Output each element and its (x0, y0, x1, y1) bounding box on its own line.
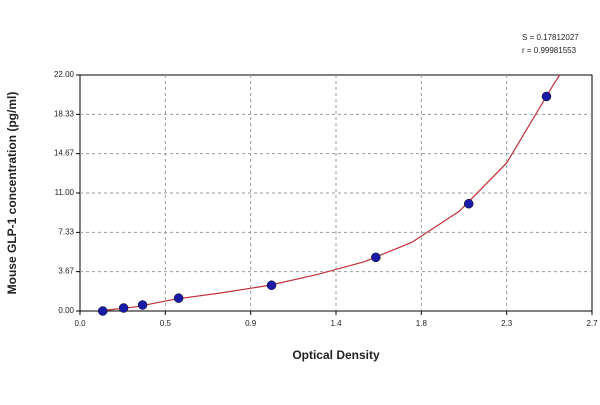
x-tick-label: 2.3 (501, 319, 513, 328)
data-point (98, 306, 108, 316)
data-point (541, 91, 552, 102)
y-tick-label: 11.00 (55, 188, 75, 197)
x-tick-label: 1.4 (330, 319, 342, 328)
data-point (463, 198, 474, 209)
x-tick-label: 2.7 (586, 319, 598, 328)
annotation: S = 0.17812027 (522, 33, 579, 42)
y-tick-label: 7.33 (58, 227, 74, 236)
data-point (371, 252, 381, 263)
y-tick-label: 0.00 (58, 306, 74, 315)
data-point (266, 280, 277, 291)
x-tick-label: 0.5 (160, 319, 172, 328)
data-point (118, 303, 129, 313)
data-point (137, 300, 148, 310)
y-tick-label: 3.67 (58, 267, 74, 276)
y-tick-label: 18.33 (54, 109, 75, 118)
y-tick-label: 22.00 (54, 70, 75, 79)
data-point (173, 293, 184, 303)
fit-curve (98, 74, 561, 312)
annotation: r = 0.99981553 (522, 46, 577, 55)
x-tick-label: 1.8 (416, 319, 428, 328)
y-axis-title: Mouse GLP-1 concentration (pg/ml) (5, 92, 19, 295)
x-tick-label: 0.0 (74, 319, 86, 328)
y-tick-label: 14.67 (54, 149, 75, 158)
x-axis-title: Optical Density (292, 348, 380, 362)
x-tick-label: 0.9 (245, 319, 257, 328)
